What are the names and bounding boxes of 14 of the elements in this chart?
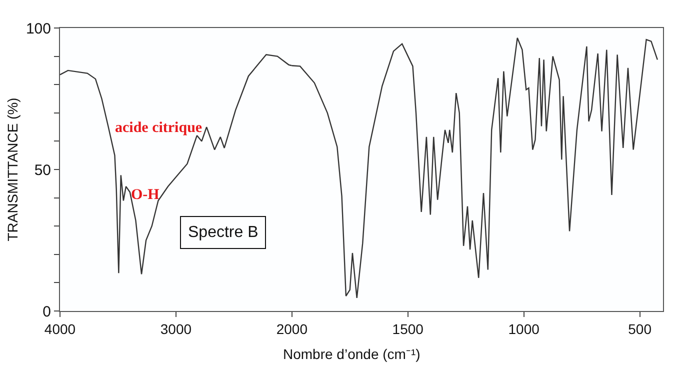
x-tick-label: 500 xyxy=(628,320,652,337)
x-tick-label: 1500 xyxy=(392,320,424,337)
annotation: O-H xyxy=(131,187,160,203)
annotation: acide citrique xyxy=(115,120,202,136)
x-tick-label: 3000 xyxy=(160,320,192,337)
x-axis-title: Nombre d’onde (cm⁻¹) xyxy=(283,346,420,362)
y-axis-title: TRANSMITTANCE (%) xyxy=(4,98,21,242)
x-tick-label: 4000 xyxy=(44,320,76,337)
annotation: Spectre B xyxy=(188,224,258,241)
y-tick-label: 100 xyxy=(26,20,51,38)
y-tick-label: 50 xyxy=(34,162,51,179)
x-tick-label: 2000 xyxy=(276,320,308,337)
y-tick-label: 0 xyxy=(42,303,51,320)
x-tick-label: 1000 xyxy=(508,320,540,337)
